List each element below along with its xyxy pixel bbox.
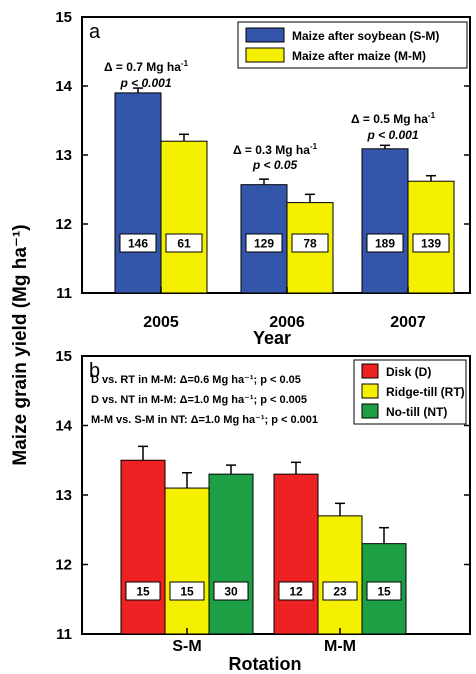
panel-label: a: [89, 21, 101, 43]
count-label: 15: [136, 585, 150, 599]
significance-annotation: M-M vs. S-M in NT: Δ=1.0 Mg ha⁻¹; p < 0.…: [91, 414, 318, 426]
significance-annotation: D vs. NT in M-M: Δ=1.0 Mg ha⁻¹; p < 0.00…: [91, 394, 307, 406]
count-box: [366, 581, 402, 601]
bar: [114, 92, 162, 294]
y-tick-label: 15: [55, 9, 72, 26]
delta-annotation: Δ = 0.3 Mg ha-1: [233, 142, 318, 157]
count-label: 15: [180, 585, 194, 599]
legend-label: Maize after soybean (S-M): [292, 29, 439, 43]
delta-annotation: Δ = 0.5 Mg ha-1: [351, 111, 436, 126]
y-tick-label: 15: [55, 348, 72, 365]
y-tick-label: 11: [56, 285, 72, 302]
count-box: [412, 233, 450, 253]
x-tick-label: 2007: [390, 314, 426, 331]
count-box: [119, 233, 157, 253]
bar: [361, 148, 409, 294]
legend-swatch: [245, 27, 285, 43]
x-axis-label: Year: [253, 328, 291, 348]
count-label: 139: [421, 237, 441, 251]
legend-label: Maize after maize (M-M): [292, 49, 426, 63]
y-tick-label: 13: [55, 487, 72, 504]
p-value-annotation: p < 0.05: [252, 158, 298, 172]
panel-label: b: [89, 360, 100, 382]
shared-y-axis-label: Maize grain yield (Mg ha⁻¹): [10, 224, 31, 465]
y-tick-label: 13: [55, 147, 72, 164]
count-box: [213, 581, 249, 601]
y-tick-label: 12: [55, 557, 72, 574]
count-label: 15: [377, 585, 391, 599]
p-value-annotation: p < 0.001: [119, 76, 171, 90]
count-label: 12: [289, 585, 303, 599]
legend-label: No-till (NT): [386, 405, 447, 419]
legend-swatch: [361, 403, 379, 419]
count-box: [291, 233, 329, 253]
count-box: [278, 581, 314, 601]
x-tick-label: M-M: [324, 638, 356, 655]
count-box: [322, 581, 358, 601]
legend-label: Disk (D): [386, 365, 431, 379]
panel-b: 11 12 13 14 15 b 15 15 30 S-M 12 23 15 M-M Rotation Dis…: [55, 348, 471, 674]
x-axis-label: Rotation: [229, 654, 302, 674]
bar: [317, 515, 363, 635]
count-box: [165, 233, 203, 253]
bar: [208, 473, 254, 635]
p-value-annotation: p < 0.001: [366, 128, 418, 142]
y-tick-label: 14: [55, 78, 72, 95]
count-box: [169, 581, 205, 601]
bar: [160, 140, 208, 294]
delta-annotation: Δ = 0.7 Mg ha-1: [104, 59, 189, 74]
count-label: 23: [333, 585, 347, 599]
panel-a: 11 12 13 14 15 a 146 61 2005 129 78 2006 189 139 2007 Y…: [55, 9, 471, 348]
count-label: 61: [177, 237, 191, 251]
count-label: 78: [303, 237, 317, 251]
y-tick-label: 12: [55, 216, 72, 233]
bar: [164, 487, 210, 635]
bar: [120, 459, 166, 635]
x-tick-label: 2005: [143, 314, 179, 331]
legend-swatch: [361, 363, 379, 379]
count-label: 189: [375, 237, 395, 251]
count-box: [366, 233, 404, 253]
bar: [273, 473, 319, 635]
significance-annotation: D vs. RT in M-M: Δ=0.6 Mg ha⁻¹; p < 0.05: [91, 374, 301, 386]
x-tick-label: S-M: [172, 638, 201, 655]
y-tick-label: 11: [56, 626, 72, 643]
count-label: 146: [128, 237, 148, 251]
legend-label: Ridge-till (RT): [386, 385, 465, 399]
legend-swatch: [245, 47, 285, 63]
count-box: [125, 581, 161, 601]
x-tick-label: 2006: [269, 314, 305, 331]
y-tick-label: 14: [55, 418, 72, 435]
count-box: [245, 233, 283, 253]
count-label: 129: [254, 237, 274, 251]
count-label: 30: [224, 585, 238, 599]
legend-swatch: [361, 383, 379, 399]
